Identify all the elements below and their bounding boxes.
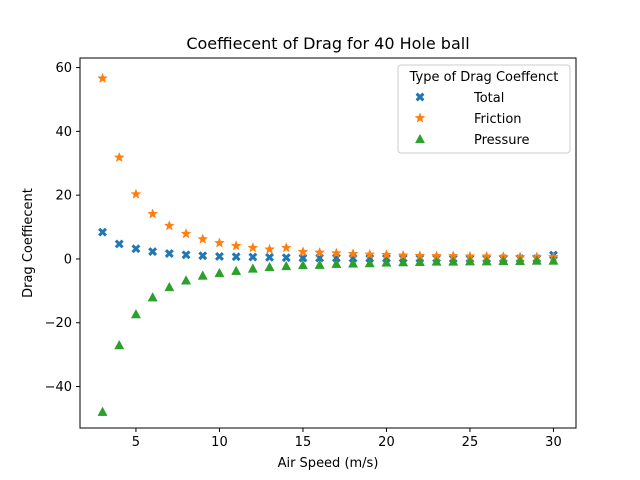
data-point xyxy=(281,260,292,271)
data-point xyxy=(214,237,225,248)
data-point xyxy=(515,255,526,266)
data-point xyxy=(314,246,326,258)
data-point xyxy=(331,258,342,268)
data-point xyxy=(214,267,225,278)
data-point xyxy=(348,258,359,268)
y-tick-label: 60 xyxy=(55,61,72,76)
data-point xyxy=(148,247,158,257)
data-point xyxy=(197,270,208,280)
legend-item-pressure: Pressure xyxy=(414,133,530,148)
legend-item-friction: Friction xyxy=(414,112,522,127)
data-point xyxy=(330,247,342,258)
data-point xyxy=(281,253,291,263)
data-point xyxy=(231,252,241,262)
x-tick-label: 10 xyxy=(211,435,228,450)
data-point xyxy=(230,240,242,251)
data-point xyxy=(163,220,175,231)
data-point xyxy=(431,256,442,266)
data-point xyxy=(347,248,359,259)
data-point xyxy=(448,256,459,266)
y-tick-label: 40 xyxy=(55,125,72,140)
legend: Type of Drag Coeffenct Total Friction Pres… xyxy=(397,64,571,154)
y-tick-label: −20 xyxy=(45,316,72,331)
data-point xyxy=(280,242,292,253)
series-pressure xyxy=(97,255,559,416)
x-axis-label: Air Speed (m/s) xyxy=(278,456,379,471)
x-tick-label: 5 xyxy=(132,435,140,450)
legend-title: Type of Drag Coeffenct xyxy=(409,70,559,85)
data-point xyxy=(147,292,158,302)
data-point xyxy=(248,252,258,262)
data-point xyxy=(114,239,124,249)
data-point xyxy=(297,246,309,257)
y-axis-label: Drag Coeffiecent xyxy=(21,188,36,298)
chart-title: Coeffiecent of Drag for 40 Hole ball xyxy=(186,34,469,53)
axes-frame xyxy=(79,57,577,429)
data-point xyxy=(130,309,141,319)
data-point xyxy=(314,259,325,269)
x-tick-label: 30 xyxy=(545,435,562,450)
y-axis: −40 −20 0 20 40 60 xyxy=(45,61,80,395)
data-point xyxy=(414,256,425,266)
data-point xyxy=(464,256,475,266)
legend-marker xyxy=(414,133,426,144)
data-point xyxy=(164,248,174,259)
y-tick-label: 20 xyxy=(55,189,72,204)
data-point xyxy=(181,275,192,285)
data-point xyxy=(531,255,542,265)
data-point xyxy=(297,259,308,270)
data-point xyxy=(381,257,392,267)
data-point xyxy=(113,151,125,163)
data-point xyxy=(548,255,559,265)
data-point xyxy=(147,208,159,219)
y-tick-label: 0 xyxy=(64,252,72,267)
data-point xyxy=(381,249,392,260)
legend-item-total: Total xyxy=(415,91,504,106)
legend-label: Friction xyxy=(474,112,522,127)
y-tick-label: −40 xyxy=(45,380,72,395)
data-point xyxy=(164,281,175,292)
plot-area xyxy=(97,72,559,416)
x-tick-label: 20 xyxy=(378,435,395,450)
legend-marker xyxy=(415,92,425,102)
legend-items: Total Friction Pressure xyxy=(414,91,530,148)
data-point xyxy=(181,250,191,260)
legend-label: Pressure xyxy=(474,133,530,148)
data-point xyxy=(198,251,208,261)
x-tick-label: 15 xyxy=(295,435,312,450)
x-tick-label: 25 xyxy=(462,435,479,450)
data-point xyxy=(231,265,242,275)
data-point xyxy=(264,261,275,272)
legend-marker xyxy=(414,112,426,123)
legend-box xyxy=(397,64,571,154)
data-point xyxy=(364,248,376,260)
data-point xyxy=(180,228,192,239)
data-point xyxy=(398,257,409,267)
data-point xyxy=(264,243,275,254)
data-point xyxy=(97,227,108,237)
data-point xyxy=(214,251,225,261)
data-point xyxy=(364,257,375,268)
legend-label: Total xyxy=(473,91,504,106)
data-point xyxy=(298,253,308,263)
data-point xyxy=(247,263,258,273)
data-point xyxy=(481,256,492,266)
data-point xyxy=(498,255,509,266)
data-point xyxy=(97,406,108,416)
data-point xyxy=(197,233,209,244)
x-axis: 5 10 15 20 25 30 xyxy=(132,428,562,450)
data-point xyxy=(114,339,125,350)
data-point xyxy=(264,252,275,262)
data-point xyxy=(131,244,141,254)
data-point xyxy=(130,188,142,199)
data-point xyxy=(97,72,108,84)
data-point xyxy=(247,242,259,253)
